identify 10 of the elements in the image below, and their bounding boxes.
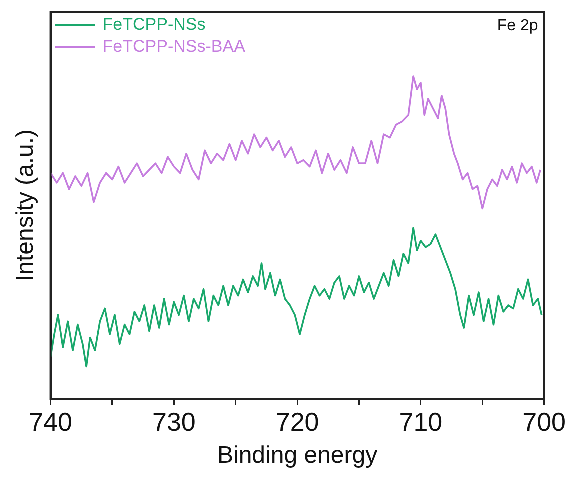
text: Fe 2p: [497, 17, 538, 34]
legend-label: FeTCPP-NSs: [102, 15, 206, 35]
x-tick-label: 740: [29, 406, 72, 437]
y-axis-title: Intensity (a.u.): [12, 129, 40, 282]
x-tick-label: 720: [276, 406, 320, 437]
x-tick-label: 710: [399, 406, 443, 437]
x-axis-title: Binding energy: [217, 442, 378, 470]
x-tick-label: 730: [152, 406, 196, 437]
legend-label: FeTCPP-NSs-BAA: [102, 37, 246, 57]
x-tick-label: 700: [522, 406, 566, 437]
